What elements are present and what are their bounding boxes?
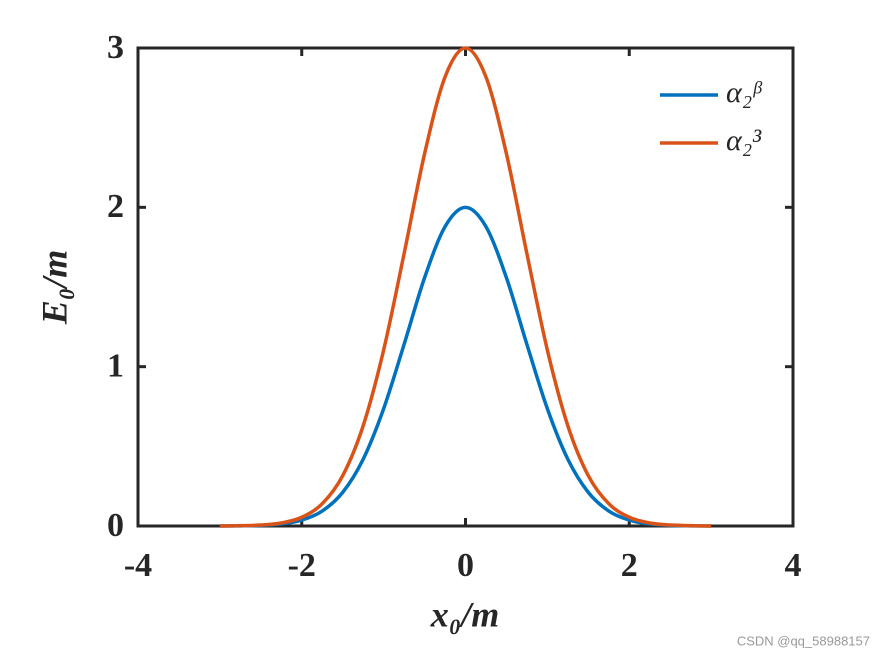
line (219, 205, 712, 528)
plot-frame (136, 46, 795, 528)
y-tick-label: 3 (107, 29, 124, 66)
y-axis-label: E₀/m (34, 250, 74, 326)
line (219, 46, 712, 528)
x-axis-label: x₀/m (430, 594, 500, 634)
x-tick-label: 2 (621, 547, 638, 584)
x-tick-label: 4 (785, 547, 802, 584)
y-tick-label: 2 (107, 188, 124, 225)
y-tick-label: 0 (107, 507, 124, 544)
watermark: CSDN @qq_58988157 (737, 633, 870, 648)
x-tick-label: -2 (288, 547, 316, 584)
x-tick-label: -4 (124, 547, 152, 584)
x-tick-label: 0 (457, 547, 474, 584)
legend-label: α₂ᵝ (726, 76, 763, 109)
legend-label: α₂³ (726, 124, 762, 157)
y-tick-label: 1 (107, 347, 124, 384)
